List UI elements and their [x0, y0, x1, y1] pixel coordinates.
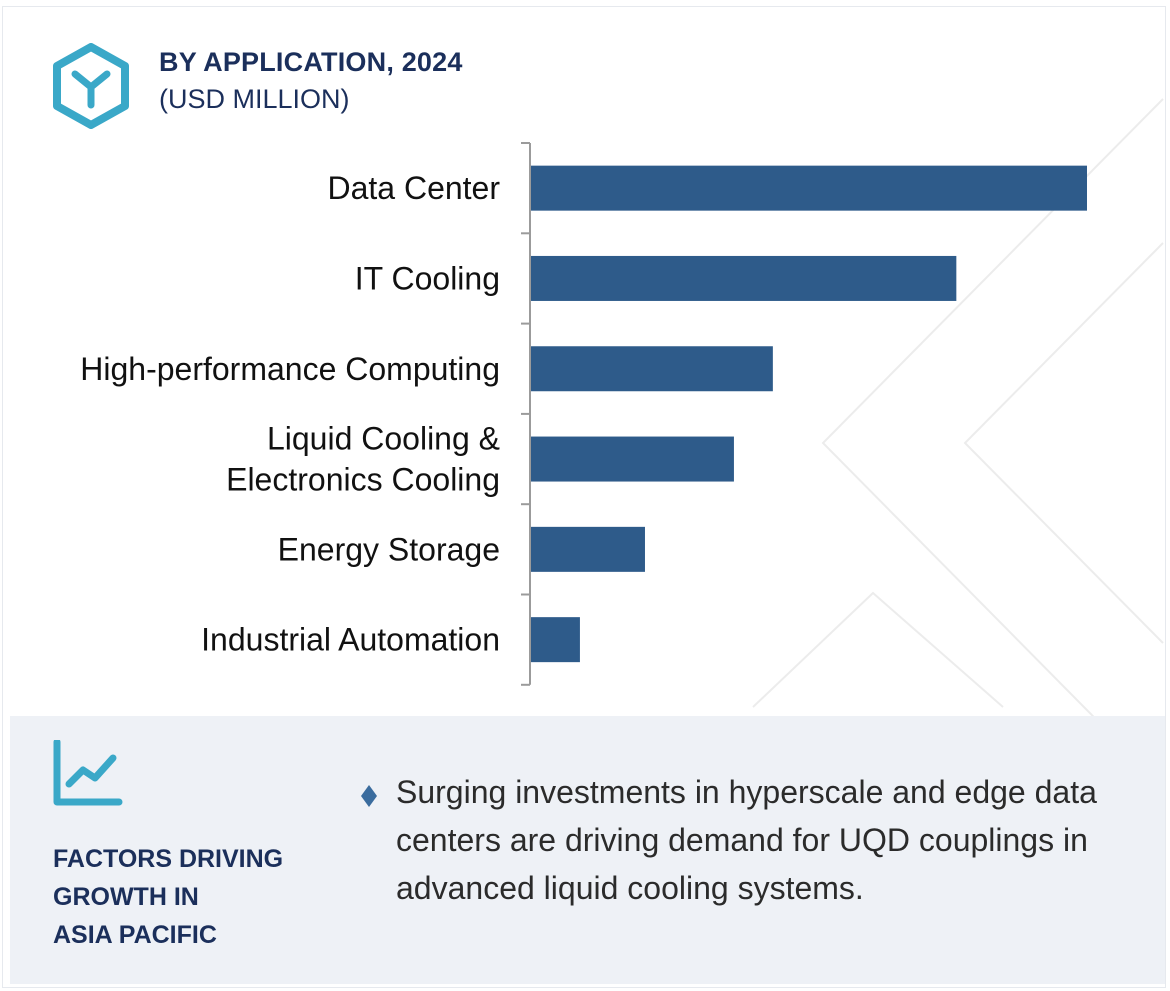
category-label: High-performance Computing [80, 351, 500, 387]
background-chevron-decoration [752, 98, 1164, 788]
category-label: Industrial Automation [201, 622, 500, 658]
chart-card: BY APPLICATION, 2024 (USD MILLION) Data … [2, 6, 1166, 988]
page-subtitle: (USD MILLION) [159, 84, 350, 114]
growth-factors-panel: FACTORS DRIVING GROWTH IN ASIA PACIFIC S… [10, 716, 1165, 984]
bar [531, 617, 580, 663]
category-labels: Data Center IT Cooling High-performance Co… [80, 170, 500, 658]
category-label: Energy Storage [278, 531, 500, 567]
category-label-line: Industrial Automation [201, 622, 500, 658]
category-label-line: IT Cooling [355, 260, 500, 296]
page-title: BY APPLICATION, 2024 [159, 47, 463, 77]
factors-heading-line: ASIA PACIFIC [53, 921, 217, 949]
factors-heading-line: GROWTH IN [53, 883, 199, 911]
factors-heading-line: FACTORS DRIVING [53, 845, 284, 873]
category-label-line: High-performance Computing [80, 351, 500, 387]
category-label: Liquid Cooling & Electronics Cooling [226, 421, 500, 498]
category-label-line: Electronics Cooling [226, 462, 500, 498]
line-chart-icon [53, 740, 123, 806]
category-label: Data Center [327, 170, 500, 206]
hexagon-y-icon [53, 43, 129, 129]
diamond-bullet-icon [361, 785, 377, 807]
bar [531, 346, 773, 392]
factors-heading: FACTORS DRIVING GROWTH IN ASIA PACIFIC [53, 840, 283, 954]
bar [531, 526, 645, 572]
category-label-line: Data Center [327, 170, 500, 206]
category-axis [521, 142, 531, 686]
bar [531, 436, 734, 482]
category-label-line: Energy Storage [278, 531, 500, 567]
bars [531, 165, 1087, 663]
category-label: IT Cooling [355, 260, 500, 296]
growth-factor-text: Surging investments in hyperscale and ed… [396, 774, 1097, 906]
category-label-line: Liquid Cooling & [267, 421, 500, 457]
bar [531, 165, 1087, 211]
bar-chart: Data Center IT Cooling High-performance Co… [80, 142, 1087, 686]
bar [531, 255, 957, 301]
